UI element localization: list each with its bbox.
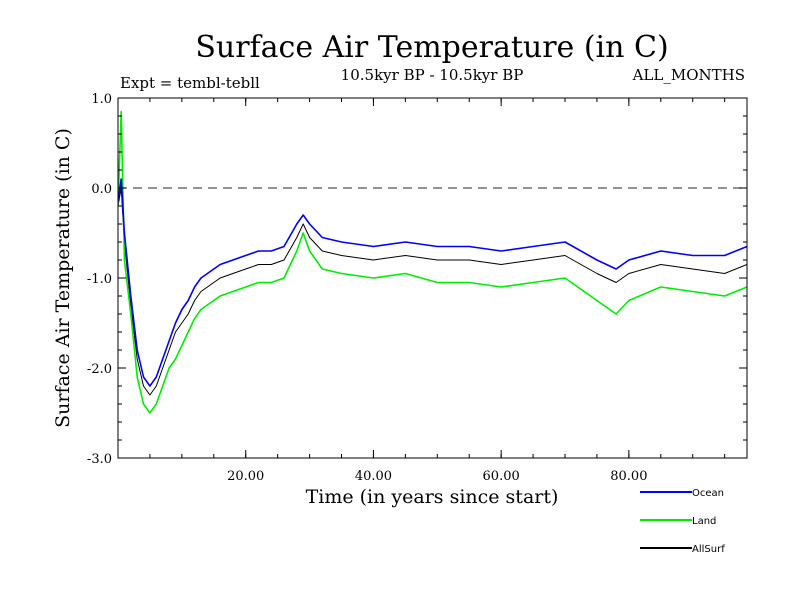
series-line-land [118, 110, 747, 414]
y-tick-label: 0.0 [91, 182, 112, 197]
x-tick-label: 40.00 [355, 469, 392, 484]
y-tick-label: -1.0 [87, 272, 112, 287]
subtitle-center: 10.5kyr BP - 10.5kyr BP [341, 66, 524, 84]
legend-label-allsurf: AllSurf [692, 544, 725, 555]
plot-area [117, 97, 748, 459]
x-tick-label: 20.00 [227, 469, 264, 484]
legend-label-land: Land [692, 516, 716, 527]
y-tick-label: 1.0 [91, 92, 112, 107]
legend-label-ocean: Ocean [692, 488, 724, 499]
y-axis-label: Surface Air Temperature (in C) [52, 128, 74, 428]
x-tick-label: 60.00 [483, 469, 520, 484]
y-tick-label: -2.0 [87, 362, 112, 377]
x-tick-label: 80.00 [610, 469, 647, 484]
series-line-ocean [118, 178, 747, 387]
series-layer [118, 110, 747, 414]
legend: Ocean Land AllSurf [640, 488, 725, 555]
plot-frame [117, 97, 748, 459]
y-tick-label: -3.0 [87, 452, 112, 467]
x-axis: 20.00 40.00 60.00 80.00 [149, 98, 726, 484]
x-axis-label: Time (in years since start) [306, 486, 559, 508]
series-line-allsurf [118, 187, 747, 396]
y-axis: 1.0 0.0 -1.0 -2.0 -3.0 [87, 92, 747, 467]
chart-title: Surface Air Temperature (in C) [195, 30, 668, 65]
subtitle-right: ALL_MONTHS [632, 66, 745, 84]
subtitle-left: Expt = tembl-tebll [120, 74, 260, 92]
